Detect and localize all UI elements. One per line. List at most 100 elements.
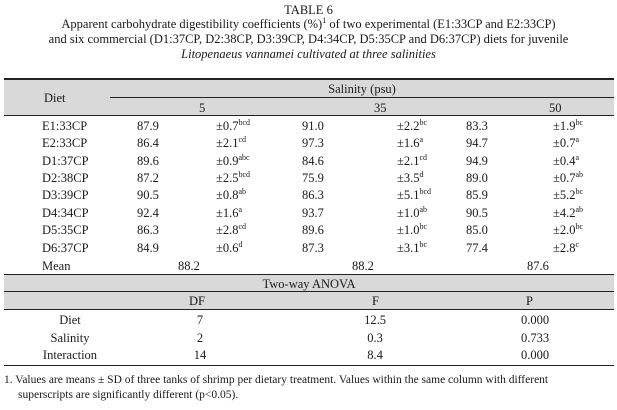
diet-name: D3:39CP [42, 188, 89, 202]
sd-cell: ±0.7ab [553, 171, 583, 186]
anova-df: 2 [196, 331, 204, 345]
anova-f: 0.3 [367, 331, 383, 345]
significance-superscript: cd [238, 135, 247, 144]
mean-value: 86.3 [137, 223, 159, 237]
significance-superscript: a [238, 205, 243, 214]
mean-value: 90.5 [137, 188, 159, 202]
sd-value: ±1.9 [553, 119, 576, 133]
footnote-line-1: 1. Values are means ± SD of three tanks … [4, 374, 549, 386]
sd-cell: ±1.6a [397, 135, 424, 151]
sd-value: ±0.8 [216, 188, 239, 202]
significance-superscript: ab [238, 187, 247, 196]
caption-line-2: and six commercial (D1:37CP, D2:38CP, D3… [48, 32, 569, 46]
sd-cell: ±2.0bc [553, 222, 584, 238]
sd-cell: ±0.6d [216, 240, 243, 256]
diet-header: Diet [44, 91, 66, 105]
sd-value: ±2.1 [397, 154, 420, 168]
mean-value: 89.6 [137, 154, 159, 168]
significance-superscript: bc [419, 222, 428, 231]
sd-value: ±2.8 [216, 223, 239, 237]
significance-superscript: bc [575, 187, 584, 196]
anova-df: 14 [193, 348, 207, 362]
mean-value: 97.3 [302, 136, 324, 150]
anova-header-f: F [372, 294, 379, 308]
significance-superscript: ab [575, 205, 584, 214]
mean-value: 77.4 [466, 241, 488, 255]
caption-line-1: Apparent carbohydrate digestibility coef… [0, 17, 617, 32]
mean-label: Mean [42, 259, 71, 273]
sd-cell: ±5.2bc [553, 187, 584, 203]
significance-superscript: bcd [238, 118, 251, 127]
anova-header-df: DF [189, 294, 205, 308]
salinity-subrule [110, 97, 614, 98]
sd-cell: ±2.8cd [216, 223, 246, 238]
mean-value: 87.2 [137, 171, 159, 185]
footnote-line-2: superscripts are significantly different… [18, 389, 239, 401]
significance-superscript: c [575, 240, 580, 249]
mean-value: 90.5 [466, 206, 488, 220]
mean-value: 75.9 [302, 171, 324, 185]
anova-top-rule [4, 274, 614, 275]
anova-p: 0.000 [520, 313, 550, 327]
anova-header-p: P [526, 294, 533, 308]
anova-f: 12.5 [364, 313, 386, 327]
mean-50: 87.6 [527, 259, 549, 273]
sd-cell: ±3.1bc [397, 240, 428, 256]
sd-value: ±0.6 [216, 241, 239, 255]
sd-cell: ±1.9bc [553, 118, 584, 134]
significance-superscript: a [575, 153, 580, 162]
sd-value: ±1.0 [397, 223, 420, 237]
anova-source: Salinity [50, 331, 90, 345]
diet-name: E1:33CP [42, 119, 88, 133]
sd-cell: ±4.2ab [553, 205, 584, 221]
anova-band [4, 275, 614, 309]
header-rule [4, 115, 614, 116]
mean-value: 91.0 [302, 119, 324, 133]
sd-value: ±1.6 [216, 206, 239, 220]
significance-superscript: bc [575, 222, 584, 231]
sd-cell: ±1.0ab [397, 205, 428, 221]
footnote: 1. Values are means ± SD of three tanks … [4, 373, 614, 403]
mean-35: 88.2 [352, 259, 374, 273]
sd-value: ±2.1 [216, 136, 239, 150]
caption-footnote-marker: 1 [322, 16, 327, 25]
significance-superscript: a [419, 135, 424, 144]
anova-header-rule [4, 309, 614, 310]
sd-value: ±1.6 [397, 136, 420, 150]
significance-superscript: a [575, 135, 580, 144]
sd-value: ±0.7 [553, 171, 576, 185]
mean-value: 87.9 [137, 119, 159, 133]
bottom-rule [4, 365, 614, 366]
sd-value: ±5.1 [397, 188, 420, 202]
diet-name: D4:34CP [42, 206, 89, 220]
significance-superscript: cd [419, 153, 428, 162]
mean-value: 84.6 [302, 154, 324, 168]
mean-value: 86.4 [137, 136, 159, 150]
significance-superscript: bc [575, 118, 584, 127]
mean-value: 94.9 [466, 154, 488, 168]
mean-5: 88.2 [178, 259, 200, 273]
significance-superscript: bcd [238, 170, 251, 179]
significance-superscript: ab [419, 205, 428, 214]
sd-value: ±2.8 [553, 241, 576, 255]
sd-cell: ±2.5bcd [216, 170, 251, 186]
sd-cell: ±0.9abc [216, 154, 250, 169]
sd-cell: ±0.4a [553, 153, 580, 169]
mean-value: 87.3 [302, 241, 324, 255]
caption-line-1-text: Apparent carbohydrate digestibility coef… [61, 17, 323, 31]
sd-value: ±0.4 [553, 154, 576, 168]
mean-value: 92.4 [137, 206, 159, 220]
sd-cell: ±2.2bc [397, 119, 427, 134]
anova-title-rule [4, 291, 614, 292]
significance-superscript: bc [419, 240, 428, 249]
significance-superscript: d [238, 240, 243, 249]
anova-source: Interaction [42, 348, 98, 362]
mean-value: 94.7 [466, 136, 488, 150]
anova-f: 8.4 [367, 348, 383, 362]
sd-value: ±3.5 [397, 171, 420, 185]
mean-value: 84.9 [137, 241, 159, 255]
salinity-level-35: 35 [374, 101, 387, 115]
anova-p: 0.000 [520, 348, 550, 362]
diet-name: D6:37CP [42, 241, 89, 255]
caption-line-1-rest: of two experimental (E1:33CP and E2:33CP… [326, 17, 556, 31]
